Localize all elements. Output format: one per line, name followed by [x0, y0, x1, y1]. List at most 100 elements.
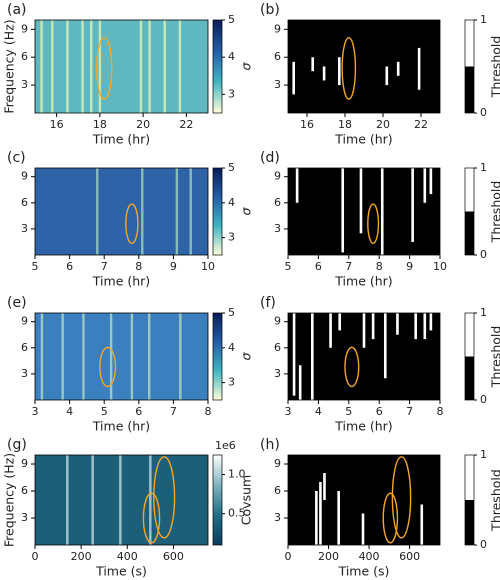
x-tick-label: 10	[201, 260, 215, 273]
colorbar-tick-label: 5	[228, 13, 235, 26]
threshold-segment	[383, 313, 387, 379]
x-tick-label: 6	[66, 260, 73, 273]
y-tick-label: 3	[274, 78, 281, 91]
x-tick-label: 7	[406, 405, 413, 418]
annotation-ellipse	[391, 456, 412, 539]
colorbar-label: Covsum	[239, 475, 254, 525]
plot-area	[288, 20, 440, 113]
plot-area	[288, 455, 440, 545]
x-tick-label: 7	[101, 260, 108, 273]
bright-stripe	[40, 20, 43, 113]
x-axis-label: Time (hr)	[92, 274, 150, 289]
colorbar-frame	[464, 167, 475, 256]
plot-area	[288, 313, 440, 400]
threshold-segment	[423, 313, 427, 340]
bright-stripe	[141, 168, 144, 255]
y-tick-label: 3	[21, 78, 28, 91]
x-tick-label: 200	[318, 550, 339, 563]
colorbar-tick-label: 1.0	[228, 468, 246, 481]
y-tick-label: 6	[21, 50, 28, 63]
threshold-segment	[380, 168, 384, 255]
x-tick-label: 0	[285, 550, 292, 563]
panel-label: (b)	[260, 2, 280, 18]
annotation-ellipse	[341, 36, 357, 100]
threshold-segment	[292, 61, 295, 95]
x-axis-label: Time (hr)	[334, 132, 392, 147]
x-tick-label: 8	[135, 260, 142, 273]
bright-stripe	[61, 313, 64, 400]
colorbar-low	[465, 356, 474, 400]
colorbar	[213, 455, 222, 545]
plot-area	[35, 455, 208, 545]
threshold-segment	[429, 313, 433, 331]
colorbar-frame	[464, 312, 475, 401]
threshold-segment	[414, 313, 417, 340]
y-tick-label: 6	[21, 196, 28, 209]
panel: 5 6 7 8 9 10 3 6 9 Time (hr) (c) 3 4 5 σ	[7, 150, 254, 289]
bright-stripe	[98, 20, 102, 113]
x-tick-label: 3	[32, 405, 39, 418]
colorbar-tick-label: 3	[228, 231, 235, 244]
binary-background	[288, 168, 440, 255]
y-tick-label: 6	[274, 341, 281, 354]
x-tick-label: 20	[376, 118, 390, 131]
x-tick-label: 8	[437, 405, 444, 418]
x-tick-label: 200	[71, 550, 92, 563]
x-tick-label: 5	[101, 405, 108, 418]
colorbar-frame	[212, 19, 223, 114]
panel: 16 18 20 22 3 6 9 Time (hr) Frequency (Hz)(a) 3 4 5…	[2, 2, 254, 147]
x-axis-label: Time (hr)	[92, 132, 150, 147]
y-tick-label: 9	[21, 315, 28, 328]
colorbar-low	[465, 66, 474, 113]
threshold-segment	[362, 313, 366, 348]
threshold-segment	[311, 57, 314, 72]
colorbar-tick-label: 0	[480, 538, 487, 551]
threshold-segment	[329, 313, 332, 348]
colorbar-low	[465, 500, 474, 545]
colorbar-tick-label: 3	[228, 376, 235, 389]
axes-frame	[34, 19, 209, 114]
colorbar-frame	[212, 312, 223, 401]
x-tick-label: 6	[135, 405, 142, 418]
y-tick-label: 3	[274, 222, 281, 235]
colorbar-low	[465, 211, 474, 255]
y-axis-label: Frequency (Hz)	[2, 19, 17, 113]
x-tick-label: 4	[66, 405, 73, 418]
x-tick-label: 18	[93, 118, 107, 131]
x-tick-label: 22	[414, 118, 428, 131]
x-tick-label: 9	[406, 260, 413, 273]
threshold-segment	[322, 66, 326, 81]
y-tick-label: 9	[21, 457, 28, 470]
y-tick-label: 3	[21, 222, 28, 235]
colorbar	[213, 313, 222, 400]
colorbar-label: Threshold	[489, 181, 500, 244]
y-tick-label: 6	[274, 196, 281, 209]
plot-area	[35, 313, 208, 400]
colorbar-high	[465, 168, 474, 212]
bright-stripe	[82, 313, 85, 400]
colorbar-tick-label: 1	[480, 448, 487, 461]
colorbar-tick-label: 0.5	[228, 507, 246, 520]
x-tick-label: 600	[163, 550, 184, 563]
bright-stripe	[66, 455, 69, 545]
annotation-ellipse	[344, 346, 360, 388]
x-tick-label: 9	[170, 260, 177, 273]
y-tick-label: 9	[274, 315, 281, 328]
bright-stripe	[189, 168, 192, 255]
threshold-segment	[292, 313, 296, 396]
threshold-segment	[411, 168, 414, 242]
bright-stripe	[178, 20, 182, 113]
panel-label: (d)	[260, 150, 280, 166]
panel: 0 200 400 600 3 6 9 Time (s) Frequency (Hz)(g) 0.…	[2, 437, 254, 579]
axes-frame	[287, 19, 441, 114]
x-tick-label: 8	[376, 260, 383, 273]
threshold-segment	[311, 313, 314, 400]
bright-stripe	[163, 20, 166, 113]
colorbar-high	[465, 20, 474, 67]
annotation-ellipse	[382, 492, 399, 544]
colorbar-tick-label: 1	[480, 306, 487, 319]
colorbar-frame	[464, 454, 475, 546]
